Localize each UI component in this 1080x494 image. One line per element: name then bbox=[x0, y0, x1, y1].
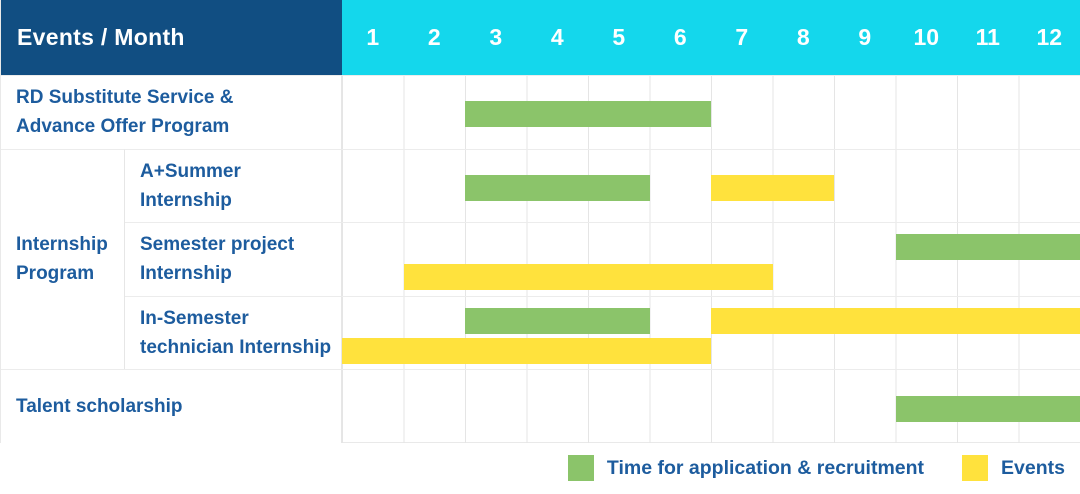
month-header-10: 10 bbox=[895, 0, 957, 75]
month-header-2: 2 bbox=[403, 0, 465, 75]
label-line: RD Substitute Service & bbox=[16, 87, 234, 109]
legend-label-yellow: Events bbox=[1001, 456, 1065, 479]
month-header-11: 11 bbox=[957, 0, 1019, 75]
events-month-table: Events / Month 1 2 3 4 5 6 7 8 9 10 11 12 Internship… bbox=[0, 0, 1080, 443]
month-header-6: 6 bbox=[649, 0, 711, 75]
row-label-a-plus-summer-internship: A+Summer Internship bbox=[125, 148, 342, 223]
month-header-12: 12 bbox=[1018, 0, 1080, 75]
group-label-internship-program: Internship Program bbox=[1, 148, 125, 370]
gantt-bar-green-rd-substitute bbox=[465, 101, 711, 128]
row-bars-a-plus-summer-internship bbox=[342, 148, 1080, 223]
month-header-8: 8 bbox=[772, 0, 834, 75]
row-label-rd-substitute: RD Substitute Service & Advance Offer Pro… bbox=[1, 75, 342, 149]
legend-item-green: Time for application & recruitment bbox=[567, 455, 925, 481]
gantt-bar-green-talent-scholarship bbox=[895, 395, 1080, 422]
yellow-swatch-icon bbox=[962, 455, 989, 481]
table-header-events-month: Events / Month bbox=[1, 0, 342, 75]
label-line: Program bbox=[16, 263, 95, 285]
legend: Time for application & recruitment Events bbox=[0, 455, 1065, 481]
month-header-1: 1 bbox=[342, 0, 404, 75]
label-line: A+Summer bbox=[140, 160, 241, 182]
gantt-bar-yellow-in-semester-technician-internship bbox=[342, 337, 711, 364]
label-line: In-Semester bbox=[140, 308, 249, 330]
gantt-bar-green-a-plus-summer-internship bbox=[465, 174, 650, 201]
month-header-9: 9 bbox=[834, 0, 896, 75]
gantt-bar-yellow-semester-project-internship bbox=[403, 264, 773, 291]
row-label-in-semester-technician-internship: In-Semester technician Internship bbox=[125, 295, 342, 370]
gantt-bar-green-semester-project-internship bbox=[895, 234, 1080, 261]
green-swatch-icon bbox=[567, 455, 594, 481]
row-bars-in-semester-technician-internship bbox=[342, 295, 1080, 370]
gantt-bar-yellow-a-plus-summer-internship bbox=[711, 174, 834, 201]
label-line: Semester project bbox=[140, 234, 295, 256]
row-bars-rd-substitute bbox=[342, 75, 1080, 149]
label-line: Internship bbox=[140, 263, 232, 285]
label-line: Advance Offer Program bbox=[16, 116, 230, 138]
legend-label-green: Time for application & recruitment bbox=[606, 456, 925, 479]
label-line: Internship bbox=[140, 189, 232, 211]
month-header-5: 5 bbox=[588, 0, 650, 75]
label-line: technician Internship bbox=[140, 337, 332, 359]
row-label-semester-project-internship: Semester project Internship bbox=[125, 222, 342, 296]
gantt-bar-yellow-in-semester-technician-internship bbox=[711, 307, 1080, 334]
row-bars-semester-project-internship bbox=[342, 222, 1080, 296]
month-header-3: 3 bbox=[465, 0, 527, 75]
row-label-talent-scholarship: Talent scholarship bbox=[1, 369, 342, 443]
month-header-4: 4 bbox=[526, 0, 588, 75]
month-header-7: 7 bbox=[711, 0, 773, 75]
row-bars-talent-scholarship bbox=[342, 369, 1080, 443]
gantt-bar-green-in-semester-technician-internship bbox=[465, 307, 650, 334]
legend-item-yellow: Events bbox=[962, 455, 1065, 481]
label-line: Internship bbox=[16, 234, 108, 256]
label-line: Talent scholarship bbox=[16, 396, 183, 418]
